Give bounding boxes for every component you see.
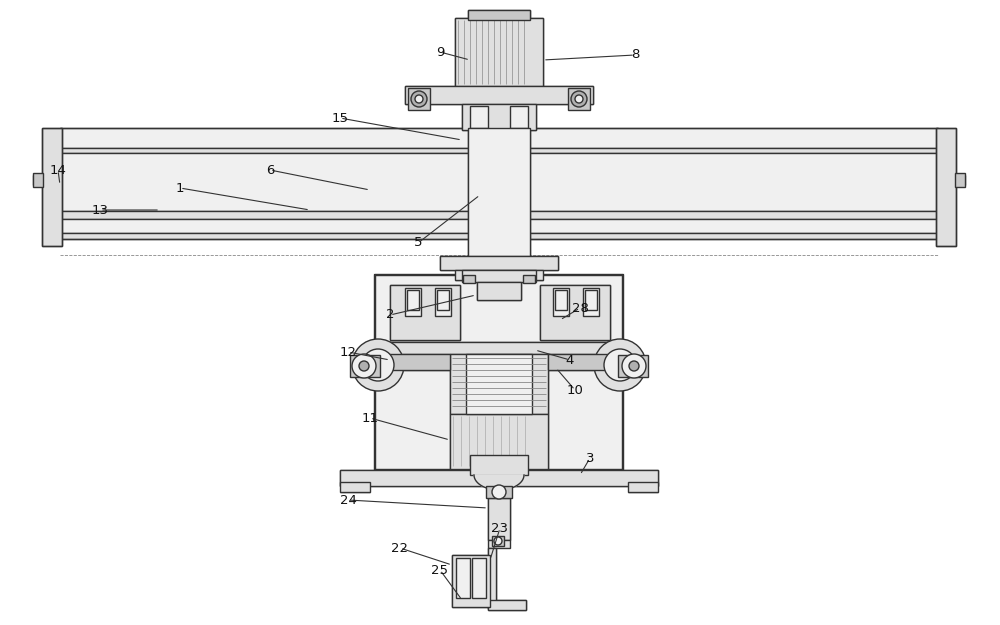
Bar: [553, 288, 569, 316]
Bar: [60, 219, 938, 233]
Bar: [435, 288, 451, 316]
Bar: [462, 270, 536, 282]
Circle shape: [575, 95, 583, 103]
Circle shape: [594, 339, 646, 391]
Bar: [583, 288, 599, 316]
Bar: [340, 482, 370, 492]
Bar: [585, 290, 597, 310]
Bar: [488, 498, 510, 540]
Bar: [568, 88, 590, 110]
Circle shape: [359, 361, 369, 371]
Text: 14: 14: [50, 164, 66, 176]
Circle shape: [352, 354, 376, 378]
Circle shape: [352, 339, 404, 391]
Bar: [390, 285, 460, 340]
Bar: [440, 256, 558, 270]
Bar: [472, 558, 486, 598]
Bar: [510, 106, 528, 128]
Circle shape: [622, 354, 646, 378]
Bar: [388, 342, 610, 354]
Bar: [456, 558, 470, 598]
Circle shape: [415, 95, 423, 103]
Text: 15: 15: [332, 111, 349, 124]
Bar: [488, 540, 510, 548]
Bar: [455, 18, 543, 86]
Bar: [452, 555, 490, 607]
Bar: [477, 282, 521, 300]
Bar: [488, 600, 526, 610]
Bar: [450, 414, 548, 469]
Bar: [340, 470, 658, 486]
Bar: [463, 275, 475, 283]
Bar: [486, 486, 512, 498]
Text: 12: 12: [340, 346, 356, 359]
Bar: [936, 128, 956, 246]
Bar: [462, 104, 536, 130]
Text: 10: 10: [567, 384, 583, 396]
Bar: [548, 354, 610, 370]
Bar: [33, 173, 43, 187]
Bar: [555, 290, 567, 310]
Text: 5: 5: [414, 236, 422, 249]
Bar: [470, 106, 488, 128]
Text: 4: 4: [566, 354, 574, 366]
Text: 6: 6: [266, 164, 274, 176]
Circle shape: [494, 537, 502, 545]
Bar: [408, 88, 430, 110]
Bar: [450, 354, 548, 414]
Text: 25: 25: [432, 564, 448, 576]
Bar: [628, 482, 658, 492]
Bar: [60, 211, 938, 219]
Text: 9: 9: [436, 46, 444, 59]
Bar: [405, 86, 593, 104]
Bar: [42, 128, 62, 246]
Bar: [60, 128, 938, 148]
Circle shape: [492, 485, 506, 499]
Bar: [488, 548, 496, 608]
Bar: [375, 275, 623, 470]
Bar: [407, 290, 419, 310]
Circle shape: [571, 91, 587, 107]
Bar: [470, 455, 528, 475]
Bar: [388, 354, 450, 370]
Text: 13: 13: [92, 204, 108, 216]
Text: 2: 2: [386, 309, 394, 321]
Text: 24: 24: [340, 494, 356, 506]
Text: 11: 11: [362, 411, 378, 424]
Circle shape: [362, 349, 394, 381]
Polygon shape: [474, 475, 524, 490]
Bar: [350, 355, 380, 377]
Bar: [540, 285, 610, 340]
Bar: [955, 173, 965, 187]
Bar: [437, 290, 449, 310]
Text: 3: 3: [586, 451, 594, 464]
Text: 23: 23: [492, 521, 509, 534]
Bar: [468, 10, 530, 20]
Circle shape: [411, 91, 427, 107]
Bar: [60, 148, 938, 153]
Bar: [618, 355, 648, 377]
Bar: [60, 233, 938, 239]
Bar: [60, 153, 938, 211]
Bar: [405, 288, 421, 316]
Bar: [523, 275, 535, 283]
Bar: [466, 354, 532, 414]
Bar: [455, 270, 543, 280]
Circle shape: [629, 361, 639, 371]
Text: 28: 28: [572, 301, 588, 314]
Text: 1: 1: [176, 181, 184, 194]
Text: 8: 8: [631, 49, 639, 61]
Text: 22: 22: [392, 541, 409, 554]
Bar: [492, 536, 504, 546]
Bar: [468, 128, 530, 256]
Circle shape: [604, 349, 636, 381]
